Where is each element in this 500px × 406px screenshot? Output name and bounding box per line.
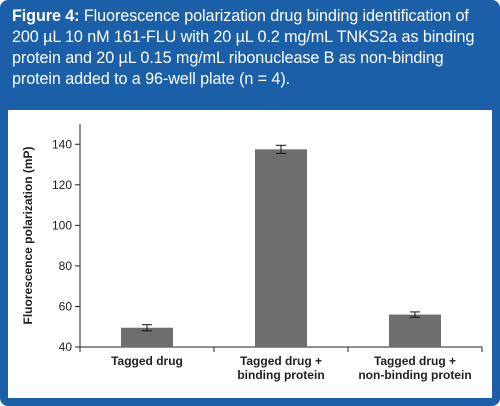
y-tick-label: 140 [52, 137, 72, 151]
figure-label: Figure 4: [12, 7, 80, 25]
bar [389, 314, 441, 347]
x-tick-label: Tagged drug [111, 354, 183, 368]
figure-caption: Figure 4: Fluorescence polarization drug… [12, 6, 488, 90]
y-tick-label: 60 [59, 299, 73, 313]
y-tick-label: 40 [59, 340, 73, 354]
y-tick-label: 80 [59, 259, 73, 273]
bar [121, 327, 173, 347]
x-tick-label: Tagged drug + binding protein [237, 354, 324, 382]
chart-panel: 40 60 80 100 120 140 Fluorescence polarization… [8, 110, 492, 398]
y-axis-label: Fluorescence polarization (mP) [21, 146, 35, 324]
y-tick-label: 120 [52, 178, 72, 192]
y-tick-label: 100 [52, 218, 72, 232]
bar-chart: 40 60 80 100 120 140 Fluorescence polarization… [21, 124, 483, 382]
caption-text: Fluorescence polarization drug binding i… [12, 7, 475, 88]
x-tick-label: Tagged drug + non-binding protein [358, 354, 471, 382]
bar [255, 149, 307, 347]
